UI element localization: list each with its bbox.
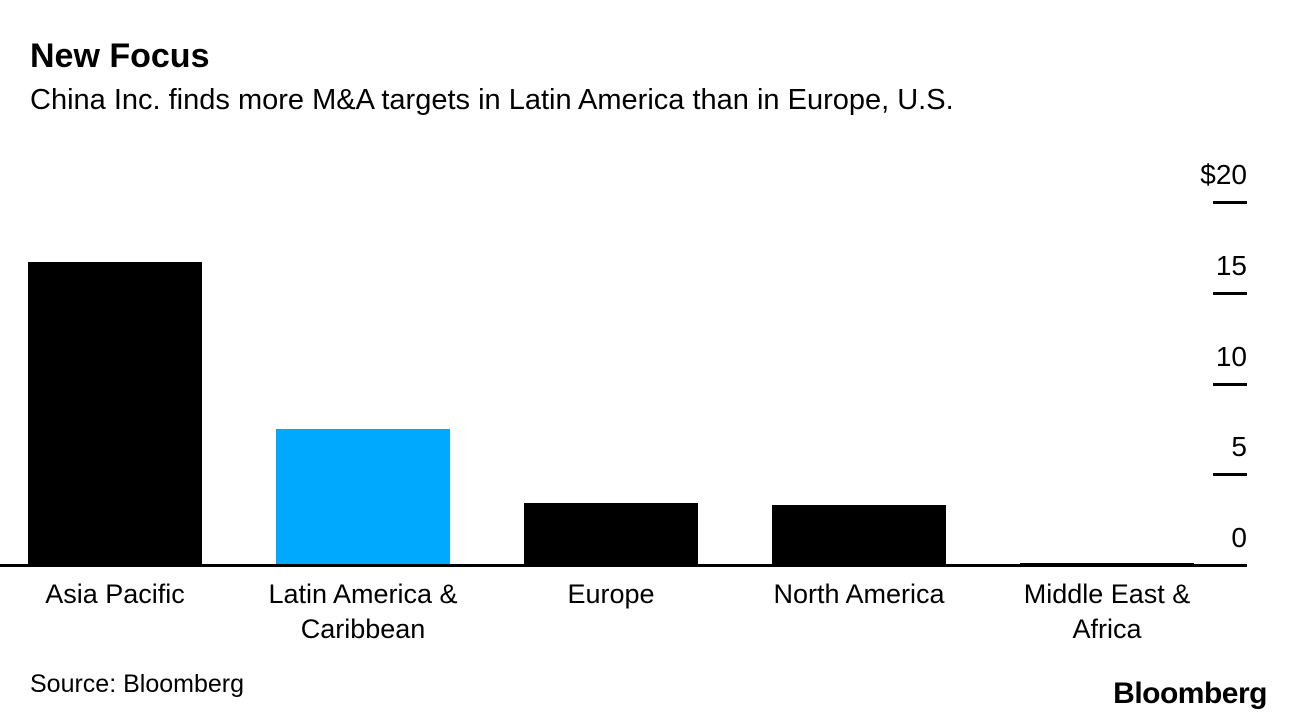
x-axis-label-north-america: North America [773, 579, 945, 609]
chart-subtitle: China Inc. finds more M&A targets in Lat… [30, 84, 954, 116]
chart-title: New Focus [30, 37, 210, 75]
y-tick-5 [1213, 473, 1247, 476]
bar-latin-america-caribbean [276, 429, 450, 567]
y-axis-label-15: 15 [1215, 250, 1247, 281]
x-axis-label-europe: Europe [567, 579, 655, 609]
y-axis-label-5: 5 [1231, 431, 1247, 462]
bloomberg-logo: Bloomberg [1113, 677, 1267, 710]
y-axis-label-10: 10 [1215, 341, 1247, 372]
x-axis-label-asia-pacific: Asia Pacific [45, 579, 185, 609]
x-axis-label-middle-east-africa: Middle East & Africa [1023, 579, 1191, 644]
x-axis-baseline [0, 564, 1247, 567]
y-axis-label-0: 0 [1231, 522, 1247, 553]
y-tick-15 [1213, 292, 1247, 295]
bar-north-america [772, 505, 946, 567]
x-axis-label-latin-america-caribbean: Latin America & Caribbean [268, 579, 458, 644]
bar-asia-pacific [28, 262, 202, 567]
bar-europe [524, 503, 698, 567]
y-axis-label-20: $20 [1200, 159, 1247, 190]
y-tick-10 [1213, 383, 1247, 386]
source-note: Source: Bloomberg [30, 670, 245, 698]
y-tick-20 [1213, 201, 1247, 204]
